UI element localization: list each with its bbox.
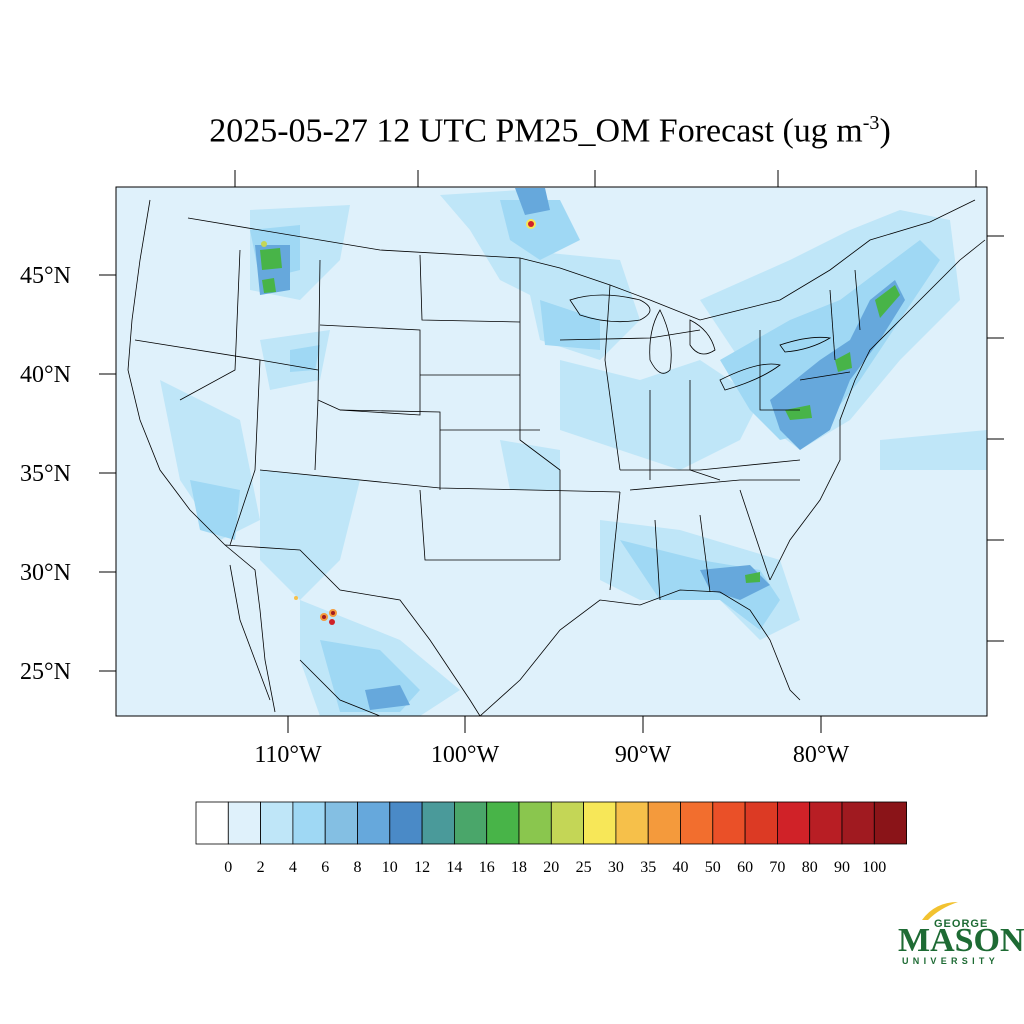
colorbar-swatch [260, 801, 294, 845]
fire-hotspots [261, 219, 536, 625]
colorbar-labels: 0 2 4 6 8 10 12 14 16 18 20 25 30 35 40 50 60 70 80 90 100 [224, 859, 886, 876]
lon-label: 80°W [793, 742, 850, 768]
lat-label: 40°N [20, 362, 71, 388]
colorbar-swatch [680, 801, 714, 845]
colorbar-label: 16 [479, 859, 495, 876]
colorbar-swatch [615, 801, 649, 845]
colorbar-label: 0 [224, 859, 232, 876]
colorbar-label: 70 [769, 859, 785, 876]
colorbar-label: 2 [257, 859, 265, 876]
lat-label: 35°N [20, 461, 71, 487]
logo-line-george: GEORGE [934, 918, 989, 930]
left-ticks [99, 274, 116, 672]
lon-label: 100°W [431, 742, 500, 768]
level-16-20-regions [260, 248, 900, 583]
title-superscript: -3 [862, 112, 880, 134]
colorbar-label: 4 [289, 859, 297, 876]
lon-label: 110°W [254, 742, 322, 768]
colorbar-swatch [518, 801, 552, 845]
chart-title: 2025-05-27 12 UTC PM25_OM Forecast (ug m… [0, 112, 1024, 150]
colorbar [195, 801, 907, 845]
colorbar-swatch [421, 801, 455, 845]
colorbar-swatch [712, 801, 746, 845]
colorbar-swatch [292, 801, 326, 845]
colorbar-swatch [389, 801, 423, 845]
colorbar-swatch [841, 801, 875, 845]
colorbar-swatch [744, 801, 778, 845]
colorbar-swatch [486, 801, 520, 845]
colorbar-swatch [583, 801, 617, 845]
colorbar-label: 8 [354, 859, 362, 876]
colorbar-swatch [227, 801, 262, 845]
colorbar-label: 80 [802, 859, 818, 876]
colorbar-label: 50 [705, 859, 721, 876]
colorbar-swatch [357, 801, 391, 845]
colorbar-label: 30 [608, 859, 624, 876]
logo-line-university: UNIVERSITY [902, 956, 1000, 966]
lon-label: 90°W [615, 742, 672, 768]
colorbar-label: 14 [446, 859, 462, 876]
colorbar-swatch [324, 801, 358, 845]
map-frame [115, 186, 988, 717]
colorbar-swatch [777, 801, 811, 845]
colorbar-label: 6 [321, 859, 329, 876]
colorbar-label: 12 [414, 859, 430, 876]
bottom-ticks [287, 716, 822, 733]
colorbar-label: 10 [382, 859, 398, 876]
colorbar-label: 100 [862, 859, 886, 876]
colorbar-label: 18 [511, 859, 527, 876]
colorbar-swatch [809, 801, 843, 845]
colorbar-swatch [550, 801, 584, 845]
lat-label: 30°N [20, 560, 71, 586]
colorbar-label: 60 [737, 859, 753, 876]
colorbar-swatch [647, 801, 681, 845]
gmu-logo: GEORGE MASON UNIVERSITY [898, 900, 1024, 970]
title-main: 2025-05-27 12 UTC PM25_OM Forecast (ug m [209, 112, 863, 150]
colorbar-swatch [453, 801, 488, 845]
lat-label: 45°N [20, 263, 71, 289]
logo-line-mason: MASON [898, 922, 1024, 959]
boundaries [127, 199, 986, 716]
colorbar-label: 25 [576, 859, 592, 876]
concentration-field [127, 188, 987, 716]
colorbar-label: 20 [543, 859, 559, 876]
logo-swoosh-icon [922, 902, 958, 920]
colorbar-label: 35 [640, 859, 656, 876]
title-close: ) [879, 112, 891, 150]
right-ticks [987, 235, 1004, 642]
colorbar-label: 90 [834, 859, 850, 876]
colorbar-label: 40 [673, 859, 689, 876]
colorbar-swatch [195, 801, 229, 845]
colorbar-swatch [873, 801, 907, 845]
lat-label: 25°N [20, 659, 71, 685]
top-ticks [234, 170, 977, 187]
